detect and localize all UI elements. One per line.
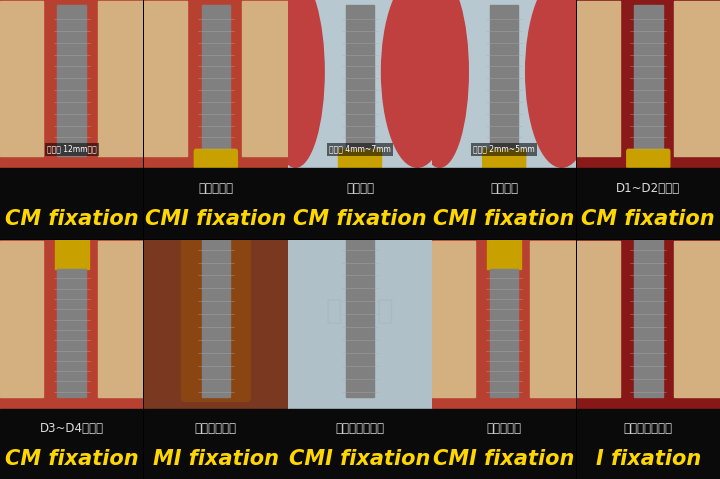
Bar — [144, 1, 187, 157]
Ellipse shape — [526, 0, 598, 167]
Text: MI fixation: MI fixation — [153, 449, 279, 469]
FancyBboxPatch shape — [194, 149, 238, 169]
FancyBboxPatch shape — [627, 149, 670, 169]
Bar — [144, 169, 287, 239]
Bar — [674, 1, 720, 157]
Bar — [97, 241, 148, 397]
Bar — [577, 1, 620, 157]
Text: 上颌后牙区: 上颌后牙区 — [198, 182, 233, 194]
Text: CM fixation: CM fixation — [293, 209, 427, 229]
Text: CM fixation: CM fixation — [5, 209, 138, 229]
Text: 倘面植骨: 倘面植骨 — [490, 182, 518, 194]
Bar — [0, 169, 143, 239]
Bar — [97, 1, 148, 157]
Bar — [202, 5, 230, 157]
Text: CMI fixation: CMI fixation — [433, 449, 575, 469]
Text: 잔존골 12mm이상: 잔존골 12mm이상 — [47, 145, 96, 154]
Text: CMI fixation: CMI fixation — [289, 449, 431, 469]
Bar — [490, 5, 518, 157]
Text: 上颌前牙区拔牙: 上颌前牙区拔牙 — [624, 422, 672, 435]
Text: D1~D2类骨质: D1~D2类骨质 — [616, 182, 680, 194]
Bar — [634, 5, 662, 157]
Bar — [433, 241, 475, 397]
Bar — [674, 241, 720, 397]
Bar — [288, 240, 432, 409]
Bar — [490, 269, 518, 397]
Bar — [144, 409, 287, 479]
Bar — [0, 0, 143, 169]
Bar — [433, 240, 576, 409]
Bar — [144, 240, 287, 409]
Bar — [577, 169, 720, 239]
Bar — [346, 5, 374, 157]
Text: CM fixation: CM fixation — [582, 209, 715, 229]
Bar — [433, 169, 576, 239]
Text: 大面积植骨区域: 大面积植骨区域 — [336, 422, 384, 435]
Text: 底部植骨: 底部植骨 — [346, 182, 374, 194]
Bar — [577, 409, 720, 479]
Ellipse shape — [267, 0, 324, 167]
Bar — [0, 241, 43, 397]
Text: I fixation: I fixation — [595, 449, 701, 469]
Bar — [0, 1, 43, 157]
Bar — [433, 0, 576, 169]
Bar — [577, 241, 620, 397]
Text: CMI fixation: CMI fixation — [145, 209, 287, 229]
Bar — [288, 0, 432, 169]
Bar — [242, 1, 292, 157]
Text: 잔존골 4mm~7mm: 잔존골 4mm~7mm — [329, 145, 391, 154]
Bar — [577, 0, 720, 169]
Bar — [202, 240, 230, 397]
Bar — [530, 241, 580, 397]
Text: 잔존골 2mm~5mm: 잔존골 2mm~5mm — [473, 145, 535, 154]
Bar — [577, 240, 720, 409]
Ellipse shape — [382, 0, 453, 167]
Text: 下颌后牙区: 下颌后牙区 — [487, 422, 522, 435]
Text: D3~D4类骨质: D3~D4类骨质 — [40, 422, 104, 435]
Bar — [58, 5, 86, 157]
Text: 后牙区拔牙窝: 后牙区拔牙窝 — [195, 422, 237, 435]
Bar — [58, 269, 86, 397]
Bar — [144, 0, 287, 169]
Bar — [346, 240, 374, 397]
FancyBboxPatch shape — [338, 149, 382, 169]
Bar — [288, 169, 432, 239]
FancyBboxPatch shape — [482, 149, 526, 169]
Bar — [288, 409, 432, 479]
Bar — [0, 240, 143, 409]
Text: CMI fixation: CMI fixation — [433, 209, 575, 229]
Bar — [55, 240, 89, 269]
Text: CM fixation: CM fixation — [5, 449, 138, 469]
Bar — [433, 409, 576, 479]
Text: 宫 先 记: 宫 先 记 — [326, 297, 394, 325]
Bar — [634, 240, 662, 397]
Ellipse shape — [411, 0, 468, 167]
Bar — [487, 240, 521, 269]
FancyBboxPatch shape — [181, 237, 251, 401]
Bar — [0, 409, 143, 479]
